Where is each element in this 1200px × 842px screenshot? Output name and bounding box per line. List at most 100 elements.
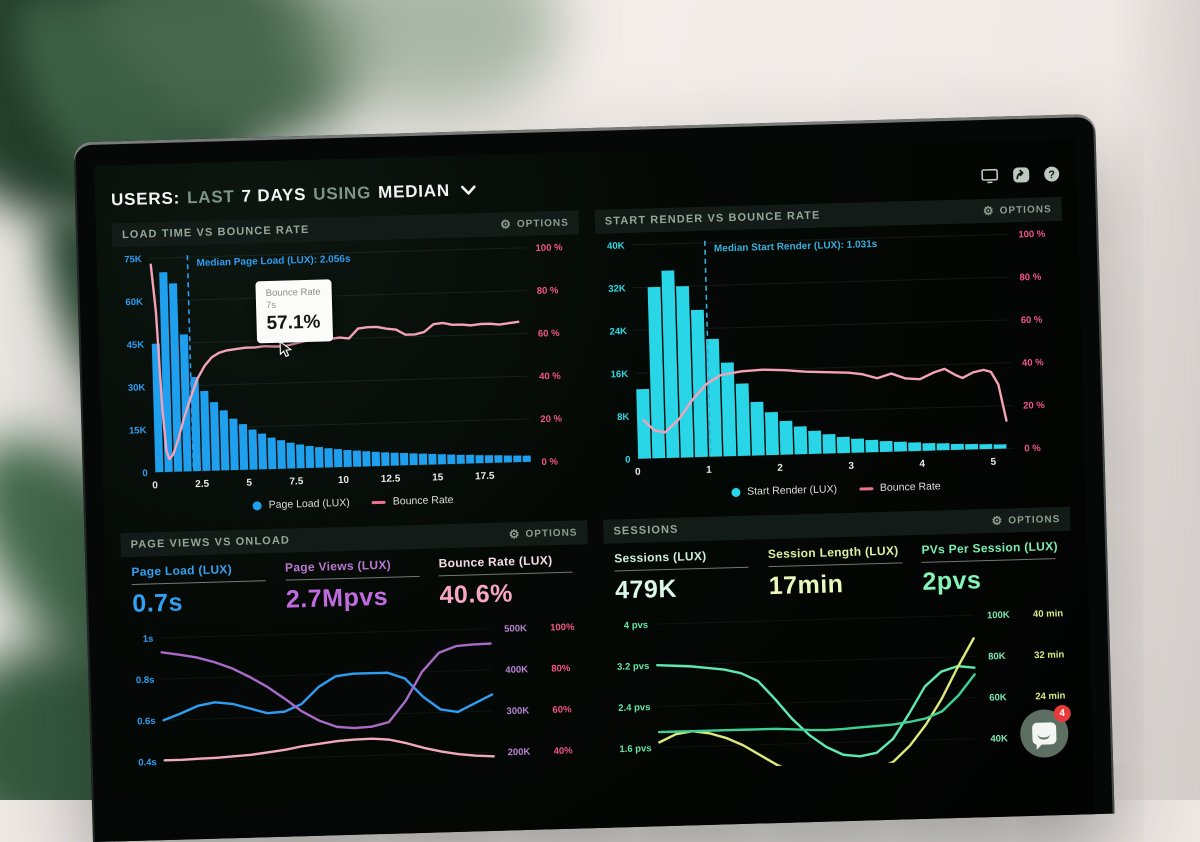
svg-text:80 %: 80 % <box>1019 272 1042 284</box>
metric-label: PVs Per Session (LUX) <box>921 539 1061 557</box>
header-icons: ? <box>980 166 1060 184</box>
svg-text:200K: 200K <box>507 747 530 759</box>
laptop-screen: USERS: LAST 7 DAYS USING MEDIAN <box>94 138 1094 841</box>
svg-text:100 %: 100 % <box>1018 229 1046 241</box>
title-word: USING <box>313 183 371 205</box>
title-word: MEDIAN <box>378 181 450 203</box>
svg-text:2: 2 <box>777 463 783 474</box>
svg-text:30K: 30K <box>128 382 146 393</box>
svg-text:80%: 80% <box>551 663 571 675</box>
metric-label: Page Views (LUX) <box>285 557 425 575</box>
metric-label: Sessions (LUX) <box>614 548 754 566</box>
svg-text:40 %: 40 % <box>539 371 562 383</box>
title-word: LAST <box>187 187 235 208</box>
metric-value: 2pvs <box>922 564 1062 597</box>
metric-label: Bounce Rate (LUX) <box>438 552 578 570</box>
svg-text:400K: 400K <box>505 664 528 676</box>
svg-text:20 %: 20 % <box>1023 400 1046 412</box>
share-icon[interactable] <box>1011 167 1029 183</box>
options-button[interactable]: ⚙ OPTIONS <box>509 526 578 540</box>
tooltip-value: 57.1% <box>266 312 323 336</box>
metric-divider <box>132 580 266 585</box>
svg-text:80K: 80K <box>988 651 1006 662</box>
options-button[interactable]: ⚙ OPTIONS <box>991 513 1060 527</box>
metric-divider <box>615 567 749 572</box>
svg-text:10: 10 <box>338 475 350 486</box>
svg-text:45K: 45K <box>127 340 145 351</box>
svg-text:40K: 40K <box>990 733 1008 744</box>
metric-label: Session Length (LUX) <box>768 543 908 561</box>
metric-bounce-rate: Bounce Rate (LUX) 40.6% <box>438 552 579 610</box>
gear-icon: ⚙ <box>500 218 512 230</box>
svg-text:0.4s: 0.4s <box>138 757 157 769</box>
svg-text:32K: 32K <box>608 283 626 294</box>
svg-text:300K: 300K <box>506 705 529 717</box>
wall-shadow <box>1110 0 1200 800</box>
metric-value: 479K <box>615 573 755 606</box>
metric-pvs-per-session: PVs Per Session (LUX) 2pvs <box>921 539 1062 597</box>
legend-item-page-load[interactable]: Page Load (LUX) <box>253 497 350 512</box>
svg-text:24K: 24K <box>609 326 627 337</box>
svg-text:5: 5 <box>246 478 252 489</box>
legend-label: Start Render (LUX) <box>747 483 837 498</box>
svg-text:3.2 pvs: 3.2 pvs <box>617 661 650 673</box>
metric-value: 0.7s <box>132 586 272 619</box>
metric-sessions: Sessions (LUX) 479K <box>614 548 755 606</box>
svg-text:4 pvs: 4 pvs <box>624 620 649 632</box>
svg-text:32 min: 32 min <box>1034 649 1065 661</box>
chevron-down-icon <box>461 185 476 195</box>
svg-text:75K: 75K <box>124 254 142 265</box>
svg-text:100%: 100% <box>550 622 575 634</box>
svg-text:60K: 60K <box>989 692 1007 703</box>
svg-text:60%: 60% <box>552 704 572 716</box>
metric-value: 17min <box>768 568 908 601</box>
options-button[interactable]: ⚙ OPTIONS <box>983 203 1052 217</box>
svg-text:40 min: 40 min <box>1033 608 1064 620</box>
svg-text:2.4 pvs: 2.4 pvs <box>618 702 651 714</box>
gear-icon: ⚙ <box>983 205 995 217</box>
options-label: OPTIONS <box>1000 204 1052 216</box>
display-icon[interactable] <box>980 168 998 184</box>
svg-text:1.6 pvs: 1.6 pvs <box>619 743 652 755</box>
options-button[interactable]: ⚙ OPTIONS <box>500 217 569 231</box>
title-word: 7 DAYS <box>241 185 306 207</box>
dashboard: USERS: LAST 7 DAYS USING MEDIAN <box>94 138 1093 784</box>
svg-text:1s: 1s <box>143 634 154 645</box>
svg-text:100K: 100K <box>987 610 1010 622</box>
metric-row: Sessions (LUX) 479K Session Length (LUX)… <box>604 531 1073 606</box>
svg-text:15K: 15K <box>129 425 147 436</box>
svg-text:60 %: 60 % <box>1021 315 1044 327</box>
svg-text:17.5: 17.5 <box>475 471 495 483</box>
help-icon[interactable]: ? <box>1042 166 1060 182</box>
svg-text:8K: 8K <box>617 412 630 423</box>
legend-label: Bounce Rate <box>393 494 454 508</box>
svg-text:60K: 60K <box>125 297 143 308</box>
legend-item-start-render[interactable]: Start Render (LUX) <box>731 483 837 498</box>
sessions-chart-canvas[interactable]: 4 pvs 100K 40 min 3.2 pvs 80K 32 min 2.4 pvs 60… <box>606 593 1077 771</box>
options-label: OPTIONS <box>1008 513 1060 525</box>
metric-page-views: Page Views (LUX) 2.7Mpvs <box>285 557 426 615</box>
metric-row: Page Load (LUX) 0.7s Page Views (LUX) 2.… <box>121 544 590 619</box>
metric-divider <box>768 562 902 567</box>
svg-text:1: 1 <box>706 465 712 476</box>
metric-page-load: Page Load (LUX) 0.7s <box>131 561 272 619</box>
svg-text:2.5: 2.5 <box>195 479 210 490</box>
svg-text:100 %: 100 % <box>535 242 563 254</box>
svg-text:4: 4 <box>919 459 925 470</box>
legend-item-bounce-rate[interactable]: Bounce Rate <box>859 480 941 494</box>
users-filter-dropdown[interactable]: USERS: LAST 7 DAYS USING MEDIAN <box>111 180 476 210</box>
legend-dot-icon <box>253 501 262 510</box>
legend-item-bounce-rate[interactable]: Bounce Rate <box>372 494 454 508</box>
svg-text:Median Start Render (LUX): 1.0: Median Start Render (LUX): 1.031s <box>714 239 878 255</box>
svg-text:0 %: 0 % <box>1024 443 1041 454</box>
svg-text:80 %: 80 % <box>537 285 560 297</box>
legend-label: Page Load (LUX) <box>269 497 350 511</box>
svg-text:24 min: 24 min <box>1035 691 1066 703</box>
svg-text:16K: 16K <box>611 369 629 380</box>
metric-divider <box>285 576 419 581</box>
options-label: OPTIONS <box>517 217 569 229</box>
